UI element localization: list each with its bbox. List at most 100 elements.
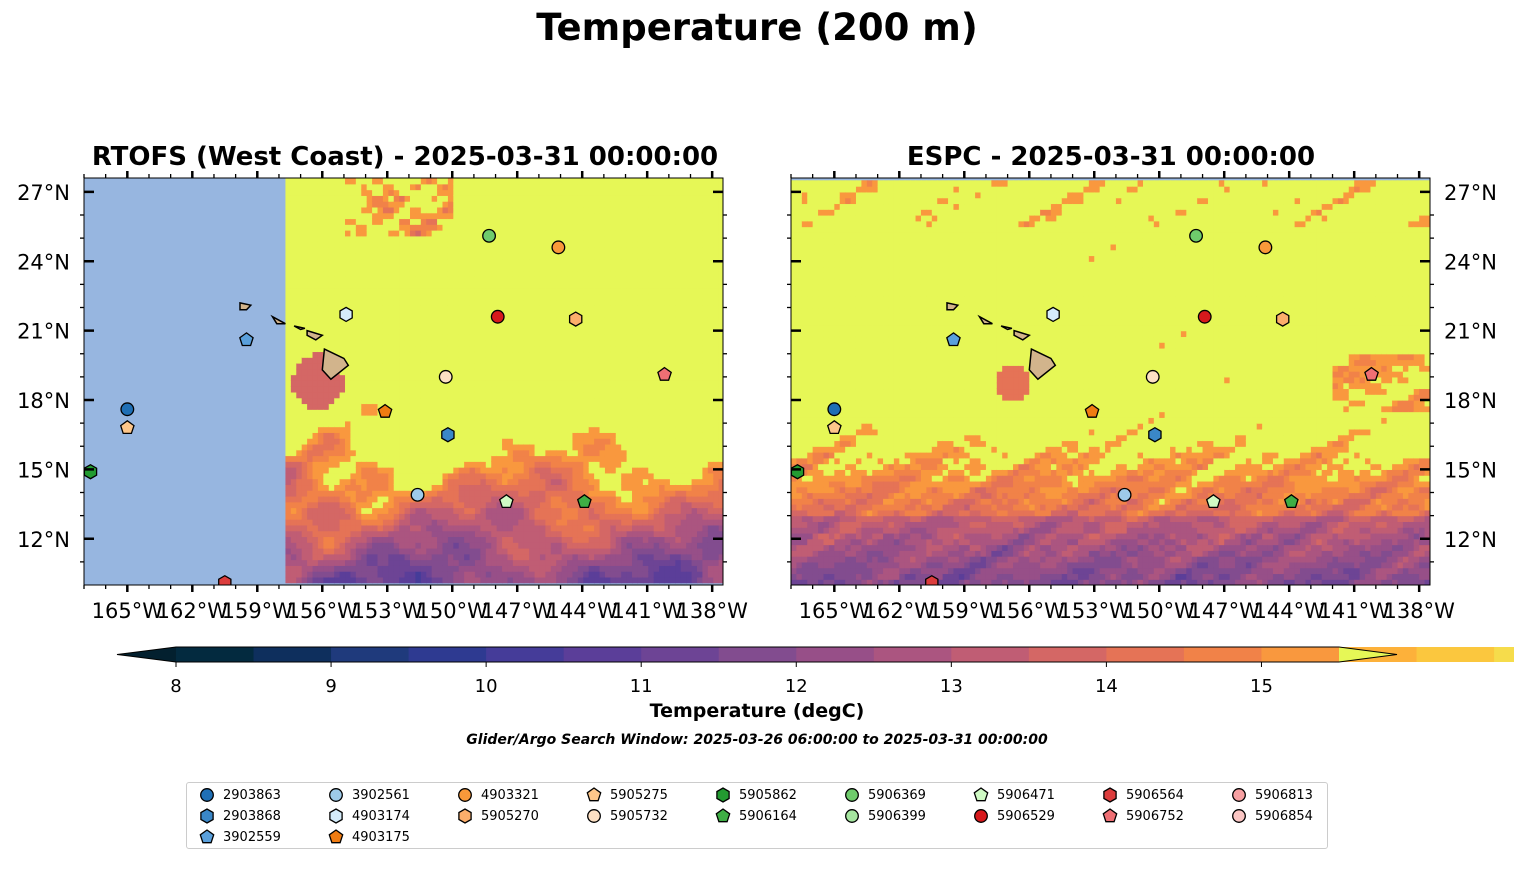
legend-entry: 5906164 [715, 807, 797, 825]
y-tick-label: 15°N [17, 458, 70, 482]
legend-marker-icon [974, 809, 988, 823]
legend-marker-icon [199, 829, 215, 844]
legend-marker-icon [715, 808, 731, 823]
legend-entry: 4903321 [457, 786, 539, 804]
float-marker [119, 419, 135, 435]
legend-entry: 3902561 [328, 786, 410, 804]
float-marker [925, 574, 939, 585]
x-tick-label: 153°W [1059, 599, 1131, 623]
island [1000, 325, 1013, 331]
panel-frame [83, 177, 724, 586]
float-marker [1275, 311, 1290, 327]
colorbar-tick-label: 11 [630, 676, 653, 697]
colorbar-bin [176, 647, 255, 662]
legend-label: 5905862 [739, 787, 797, 803]
colorbar-bin [331, 647, 410, 662]
legend-entry: 4903175 [328, 828, 410, 846]
legend-marker-icon [587, 809, 601, 823]
figure-title: Temperature (200 m) [536, 6, 978, 49]
x-tick-label: 150°W [1124, 599, 1196, 623]
legend-entry: 5906529 [973, 807, 1055, 825]
y-tick-label: 18°N [17, 389, 70, 413]
y-tick-label: 12°N [1444, 528, 1497, 552]
legend-marker [199, 829, 215, 844]
temperature-field [285, 178, 723, 584]
legend-marker-icon [329, 808, 343, 824]
legend-entry: 5906752 [1102, 807, 1184, 825]
legend-entry: 5906369 [844, 786, 926, 804]
x-tick-label: 159°W [929, 599, 1001, 623]
legend-entry: 2903868 [199, 807, 281, 825]
x-tick-label: 165°W [92, 599, 164, 623]
x-tick-label: 141°W [612, 599, 684, 623]
legend-label: 5906752 [1126, 808, 1184, 824]
legend-marker [329, 808, 343, 824]
float-marker [946, 332, 961, 347]
legend-marker-icon [200, 808, 214, 824]
legend-marker [1232, 788, 1246, 802]
y-tick-label: 27°N [17, 181, 70, 205]
legend-marker-icon [716, 787, 730, 803]
legend-entry: 5905862 [715, 786, 797, 804]
float-marker [490, 309, 505, 324]
float-marker [1148, 426, 1162, 443]
x-tick-label: 156°W [994, 599, 1066, 623]
legend-marker-icon [1232, 788, 1246, 802]
legend-label: 4903174 [352, 808, 410, 824]
x-tick-label: 138°W [1383, 599, 1455, 623]
colorbar-bin [873, 647, 952, 662]
float-marker [441, 426, 455, 443]
colorbar-bin [1261, 647, 1340, 662]
legend-entry: 2903863 [199, 786, 281, 804]
float-marker [657, 366, 672, 381]
legend-label: 5906369 [868, 787, 926, 803]
x-tick-label: 156°W [287, 599, 359, 623]
legend-marker [586, 787, 602, 802]
colorbar-bin [563, 647, 642, 662]
island [306, 329, 324, 341]
float-marker [120, 402, 135, 417]
colorbar-bin [1183, 647, 1262, 662]
colorbar-bin [1494, 647, 1514, 662]
colorbar-extend-max [1339, 647, 1397, 662]
float-marker [1084, 403, 1100, 418]
legend-label: 4903321 [481, 787, 539, 803]
colorbar-tick-label: 13 [940, 676, 963, 697]
colorbar-bin [718, 647, 797, 662]
island [239, 301, 253, 311]
legend-label: 5906854 [1255, 808, 1313, 824]
x-tick-label: 141°W [1319, 599, 1391, 623]
x-tick-label: 162°W [864, 599, 936, 623]
colorbar: 8 9 10 11 12 13 14 15 [116, 646, 1514, 697]
legend-marker [716, 787, 730, 803]
x-tick-label: 147°W [1189, 599, 1261, 623]
colorbar-bin [641, 647, 720, 662]
legend-marker [845, 809, 859, 823]
legend-marker-icon [586, 787, 602, 802]
legend-marker [845, 788, 859, 802]
float-marker [1189, 228, 1204, 243]
legend-label: 5906529 [997, 808, 1055, 824]
island [946, 301, 960, 311]
float-marker [498, 493, 514, 509]
island [321, 347, 350, 381]
legend-marker-icon [845, 809, 859, 823]
legend-marker [458, 808, 472, 824]
float-marker [339, 306, 353, 323]
legend-marker [328, 829, 344, 844]
y-tick-label: 21°N [17, 320, 70, 344]
legend-entry: 4903174 [328, 807, 410, 825]
x-tick-label: 153°W [352, 599, 424, 623]
legend-entry: 5905275 [586, 786, 668, 804]
y-tick-label: 21°N [1444, 320, 1497, 344]
legend-marker [200, 788, 214, 802]
legend-entry: 5906813 [1231, 786, 1313, 804]
legend-label: 3902561 [352, 787, 410, 803]
x-tick-label: 162°W [157, 599, 229, 623]
float-marker [438, 369, 453, 384]
x-tick-label: 159°W [222, 599, 294, 623]
temperature-field [791, 180, 1430, 585]
colorbar-bin [1416, 647, 1495, 662]
legend-entry: 5905270 [457, 807, 539, 825]
